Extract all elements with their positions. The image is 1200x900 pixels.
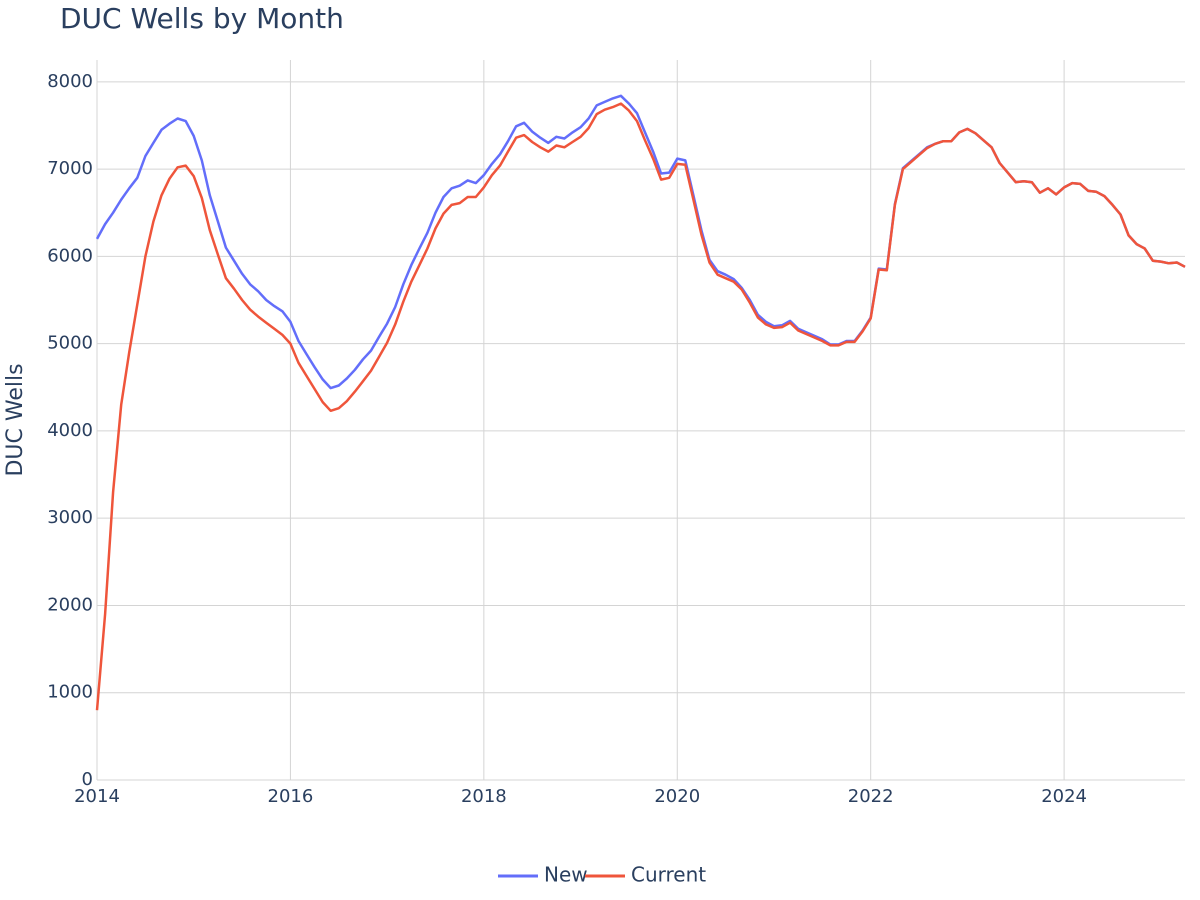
y-tick-label: 2000	[47, 594, 93, 615]
y-axis-label: DUC Wells	[3, 363, 28, 476]
x-tick-label: 2024	[1041, 786, 1087, 807]
y-tick-label: 6000	[47, 245, 93, 266]
x-tick-label: 2016	[268, 786, 314, 807]
grid: 0 1000 2000 3000 4000 5000 6000 7000 8000 2014 201…	[47, 60, 1185, 807]
legend-label: Current	[631, 863, 706, 887]
x-tick-label: 2022	[848, 786, 894, 807]
y-tick-label: 4000	[47, 420, 93, 441]
y-tick-label: 0	[82, 769, 93, 790]
chart-title: DUC Wells by Month	[60, 2, 344, 35]
series-line	[95, 94, 1186, 390]
y-tick-label: 8000	[47, 71, 93, 92]
y-tick-label: 5000	[47, 333, 93, 354]
x-tick-label: 2020	[654, 786, 700, 807]
y-tick-label: 7000	[47, 158, 93, 179]
legend-label: New	[544, 863, 588, 887]
series-line	[95, 102, 1186, 711]
legend: New Current	[498, 863, 706, 887]
y-tick-label: 1000	[47, 682, 93, 703]
x-tick-label: 2014	[74, 786, 120, 807]
plot-area	[95, 94, 1186, 711]
x-tick-label: 2018	[461, 786, 507, 807]
y-tick-label: 3000	[47, 507, 93, 528]
